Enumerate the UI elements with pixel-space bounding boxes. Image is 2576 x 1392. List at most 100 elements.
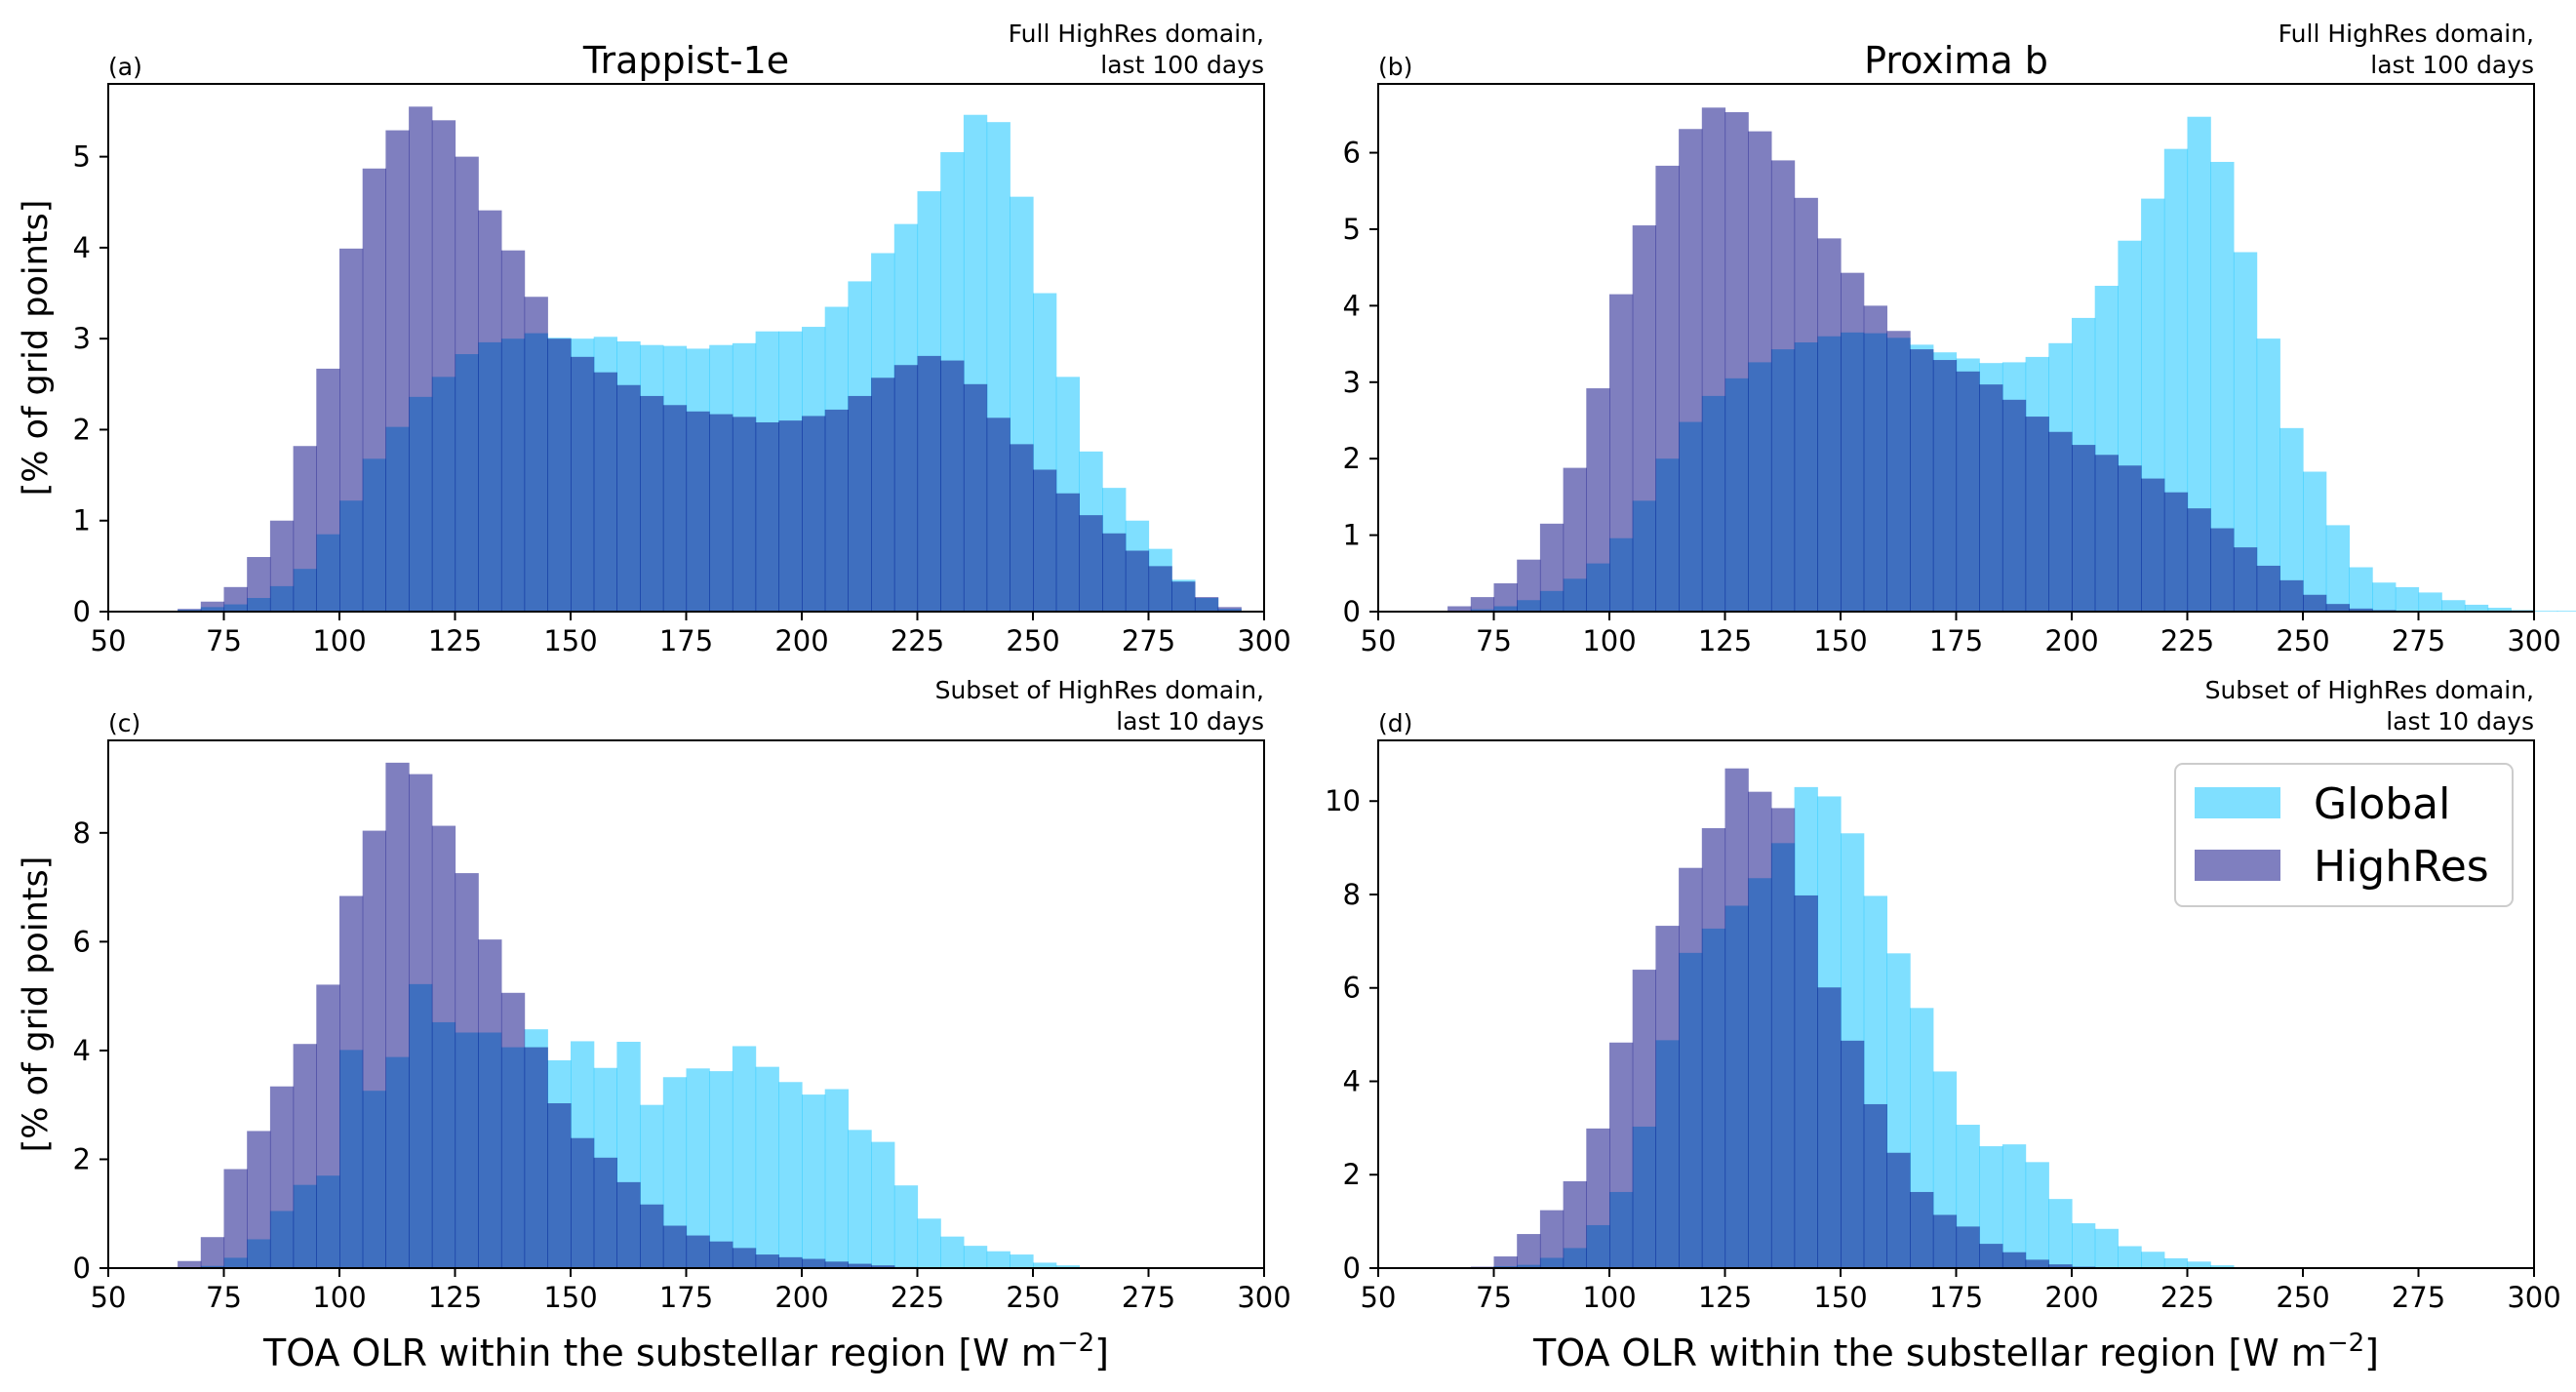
bar bbox=[709, 414, 733, 612]
bar bbox=[1033, 1262, 1057, 1268]
legend-label-highres: HighRes bbox=[2314, 842, 2489, 892]
bar bbox=[1979, 384, 2003, 612]
bar bbox=[732, 1248, 757, 1268]
bar bbox=[2349, 608, 2373, 612]
bar bbox=[824, 1089, 849, 1268]
bar bbox=[1079, 515, 1103, 612]
series-highres bbox=[1470, 768, 2119, 1268]
bar bbox=[478, 939, 502, 1268]
bar bbox=[500, 250, 526, 612]
bar bbox=[1817, 238, 1842, 612]
bar bbox=[1794, 197, 1818, 612]
bar bbox=[1724, 112, 1749, 612]
bar bbox=[616, 1181, 641, 1268]
panel-note-line-2: last 10 days bbox=[2386, 707, 2534, 736]
bar bbox=[662, 405, 688, 612]
x-tick-label: 300 bbox=[2507, 624, 2560, 657]
bar bbox=[2418, 592, 2442, 612]
bar bbox=[524, 297, 548, 612]
y-tick-label: 2 bbox=[1343, 442, 1361, 475]
bar bbox=[1956, 371, 1980, 612]
bar bbox=[500, 992, 526, 1268]
bar bbox=[871, 1141, 895, 1268]
bar bbox=[2072, 1223, 2096, 1268]
x-axis-label-end: ] bbox=[1094, 1332, 1109, 1374]
y-tick-label: 8 bbox=[73, 816, 91, 850]
bar bbox=[524, 1047, 548, 1268]
bar bbox=[1539, 1210, 1565, 1268]
bar bbox=[2048, 1264, 2073, 1268]
x-tick-label: 125 bbox=[428, 624, 482, 657]
x-tick-label: 275 bbox=[1122, 1281, 1175, 1314]
bar bbox=[686, 1068, 710, 1268]
x-tick-label: 75 bbox=[1476, 1281, 1512, 1314]
bar bbox=[2325, 604, 2350, 612]
bar bbox=[1517, 1234, 1541, 1268]
bar bbox=[223, 586, 248, 612]
x-tick-label: 300 bbox=[1237, 624, 1290, 657]
bar bbox=[1863, 305, 1887, 612]
x-tick-label: 150 bbox=[543, 624, 597, 657]
bar bbox=[1701, 107, 1726, 612]
bar bbox=[686, 1235, 710, 1268]
bar bbox=[2141, 1252, 2165, 1268]
bar bbox=[1632, 970, 1656, 1268]
bar bbox=[223, 1169, 248, 1268]
bar bbox=[755, 1254, 779, 1268]
x-tick-label: 175 bbox=[1929, 624, 1983, 657]
bar bbox=[1748, 791, 1772, 1268]
x-tick-label: 125 bbox=[1698, 1281, 1752, 1314]
bar bbox=[778, 1082, 803, 1268]
y-tick-label: 1 bbox=[73, 504, 91, 537]
panel-note-line-1: Subset of HighRes domain, bbox=[935, 676, 1264, 704]
legend-swatch-global bbox=[2195, 787, 2280, 818]
bar bbox=[1979, 1244, 2003, 1268]
bar bbox=[1724, 768, 1749, 1268]
panel-d: 50 75 100 125 150 175 200 225 250 275 300 0 2 4 6 8 10 (d… bbox=[1325, 676, 2561, 1374]
x-tick-label: 250 bbox=[1006, 624, 1059, 657]
bar bbox=[362, 830, 386, 1268]
y-tick-label: 5 bbox=[1343, 213, 1361, 246]
bar bbox=[2279, 579, 2304, 612]
bar bbox=[1655, 165, 1680, 612]
panel-note-line-1: Subset of HighRes domain, bbox=[2205, 676, 2534, 704]
x-axis-label-main: TOA OLR within the substellar region [W … bbox=[262, 1332, 1057, 1374]
y-tick-label: 2 bbox=[1343, 1158, 1361, 1191]
bar bbox=[1055, 493, 1080, 612]
bar bbox=[1010, 444, 1034, 612]
x-tick-label: 225 bbox=[891, 1281, 944, 1314]
x-tick-label: 225 bbox=[2160, 1281, 2214, 1314]
panel-note-line-2: last 100 days bbox=[2370, 51, 2534, 79]
bar bbox=[2210, 528, 2235, 612]
bar bbox=[1563, 467, 1587, 612]
x-tick-label: 75 bbox=[206, 1281, 242, 1314]
panel-note-line-1: Full HighRes domain, bbox=[2279, 20, 2534, 48]
bar bbox=[1194, 597, 1219, 612]
bar bbox=[1841, 1040, 1865, 1268]
bar bbox=[1632, 225, 1656, 613]
series-highres bbox=[1447, 107, 2420, 613]
bar bbox=[2001, 1252, 2027, 1268]
bar bbox=[1539, 523, 1565, 612]
y-tick-label: 10 bbox=[1325, 784, 1361, 817]
bar bbox=[732, 417, 757, 612]
bar bbox=[316, 368, 340, 612]
x-tick-label: 250 bbox=[2276, 624, 2329, 657]
legend: Global HighRes bbox=[2174, 763, 2514, 907]
bar bbox=[478, 210, 502, 612]
bar bbox=[1910, 349, 1934, 612]
bar bbox=[755, 1066, 779, 1268]
x-axis-label-main: TOA OLR within the substellar region [W … bbox=[1532, 1332, 2327, 1374]
x-tick-label: 250 bbox=[1006, 1281, 1059, 1314]
bar bbox=[2303, 471, 2327, 612]
panel-note-line-2: last 100 days bbox=[1100, 51, 1264, 79]
bar bbox=[871, 378, 895, 612]
y-tick-label: 2 bbox=[73, 1142, 91, 1175]
bar bbox=[247, 557, 271, 612]
x-tick-label: 275 bbox=[2392, 1281, 2445, 1314]
bar bbox=[2325, 525, 2350, 612]
y-tick-label: 0 bbox=[73, 595, 91, 628]
bar bbox=[1701, 828, 1726, 1268]
x-tick-label: 175 bbox=[1929, 1281, 1983, 1314]
